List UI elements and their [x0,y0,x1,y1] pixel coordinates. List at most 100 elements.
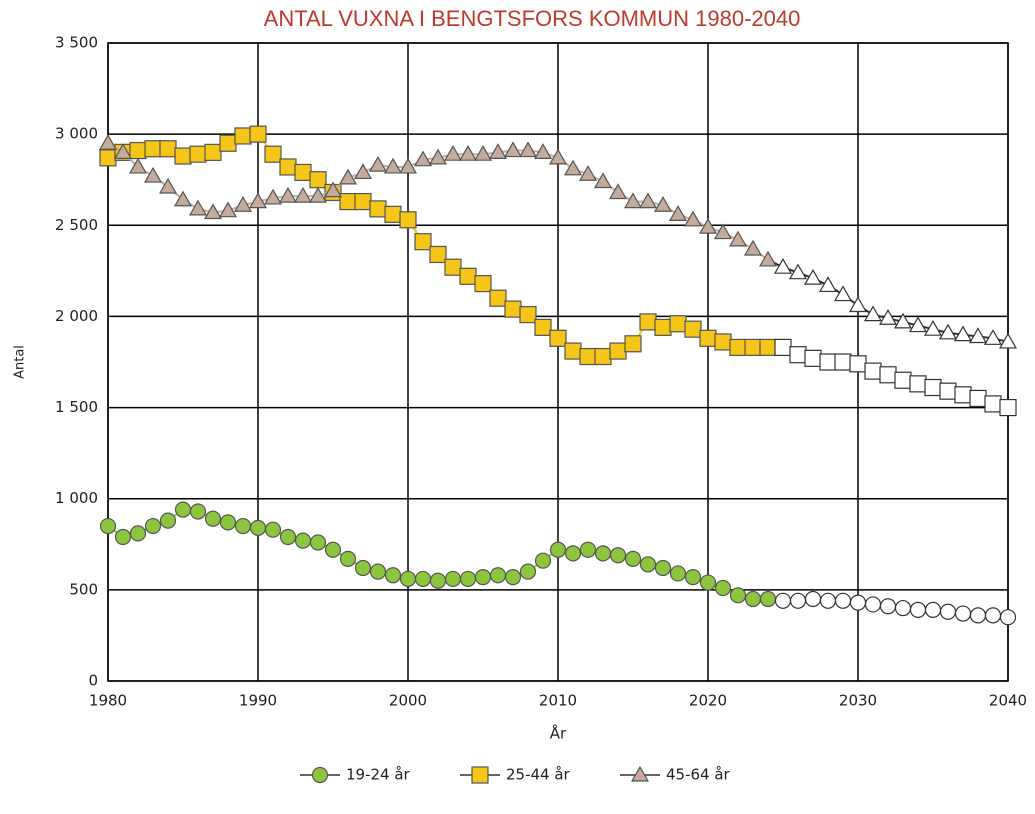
marker [519,563,537,580]
marker [144,140,162,158]
marker [954,386,972,404]
marker [729,587,747,604]
marker [459,267,477,285]
marker [473,144,493,161]
marker [579,347,597,366]
marker [638,192,658,209]
marker [519,306,537,324]
marker [563,159,583,176]
marker [174,501,192,518]
marker [758,250,778,267]
marker [699,329,717,347]
marker [713,223,733,240]
marker [564,342,582,360]
legend-marker [311,766,329,784]
marker [233,196,253,212]
marker [999,609,1017,626]
marker [684,320,702,338]
marker [714,579,732,597]
marker [294,532,312,549]
marker [369,200,387,218]
marker [669,565,687,582]
marker [204,143,222,161]
marker [293,186,313,203]
marker [759,590,777,608]
marker [728,230,748,247]
marker [639,313,657,331]
x-tick-label: 2030 [839,692,877,710]
marker [309,171,327,189]
y-tick-label: 1 000 [55,489,98,507]
marker [668,205,688,221]
marker [998,332,1018,349]
marker [744,590,762,608]
marker [159,512,177,529]
x-tick-label: 2000 [389,692,427,710]
marker [624,550,642,567]
marker [504,568,522,586]
marker [609,342,627,360]
marker [458,144,478,161]
legend-label: 45-64 år [666,766,731,784]
marker [474,275,492,293]
marker [909,375,927,393]
marker [354,559,372,577]
marker [128,157,148,174]
marker [413,150,433,167]
marker [924,601,942,619]
marker [414,233,432,251]
marker [864,596,882,613]
marker [429,245,447,264]
marker [938,323,958,340]
marker [684,568,702,586]
marker [878,309,898,325]
marker [654,559,672,577]
marker [459,570,477,588]
marker [864,362,882,380]
marker [773,258,793,274]
marker [264,145,282,163]
marker [759,338,777,357]
marker [263,188,283,205]
marker [848,296,868,313]
marker [518,141,538,158]
marker [863,305,883,322]
marker [339,550,357,567]
marker [489,289,507,307]
marker [99,517,117,535]
marker [849,355,867,373]
marker [593,172,613,189]
marker [564,545,582,562]
marker [369,563,387,580]
y-tick-label: 0 [88,672,98,690]
y-tick-label: 2 500 [55,216,98,234]
marker [819,592,837,609]
marker [219,514,237,531]
marker [774,592,792,609]
marker [639,556,657,573]
marker [549,541,567,558]
marker [309,534,327,551]
marker [443,144,463,161]
y-tick-label: 1 500 [55,398,98,416]
marker [594,347,612,366]
marker [969,389,987,408]
marker [953,325,973,342]
marker [324,541,342,558]
marker [939,382,957,400]
marker [834,592,852,609]
marker [534,318,552,336]
marker [278,186,298,203]
x-tick-label: 2010 [539,692,577,710]
marker [129,141,147,160]
marker [173,190,193,207]
marker [203,203,223,220]
marker [999,398,1017,417]
marker [308,186,328,203]
marker [383,157,403,174]
marker [488,143,508,159]
marker [444,258,462,276]
marker [984,607,1002,624]
marker [609,547,627,564]
marker [879,598,897,615]
